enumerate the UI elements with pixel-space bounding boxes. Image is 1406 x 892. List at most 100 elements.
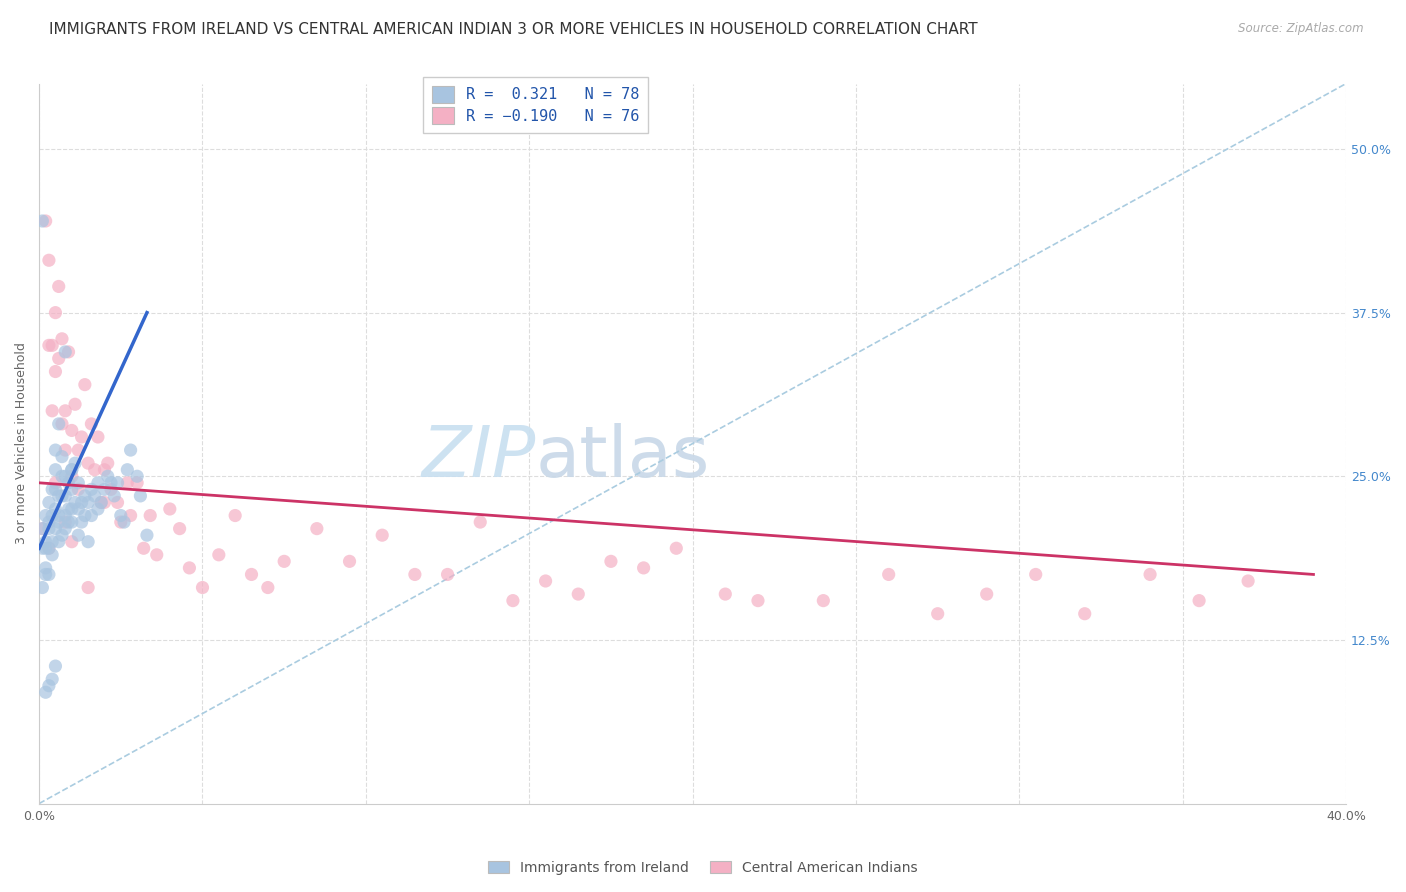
Point (48, 351, 70, 366)
Point (63, 456, 86, 470)
Point (53, 515, 76, 529)
Point (107, 475, 129, 490)
Point (53, 508, 76, 523)
Point (51, 417, 73, 431)
Point (41, 483, 63, 497)
Legend: R =  0.321   N = 78, R = −0.190   N = 76: R = 0.321 N = 78, R = −0.190 N = 76 (423, 77, 648, 133)
Point (34, 685, 56, 699)
Point (224, 508, 246, 523)
Point (34, 214, 56, 228)
Point (41, 672, 63, 686)
Point (73, 377, 96, 392)
Point (169, 522, 191, 536)
Point (567, 587, 589, 601)
Point (60, 463, 83, 477)
Point (73, 489, 96, 503)
Point (31, 214, 53, 228)
Legend: Immigrants from Ireland, Central American Indians: Immigrants from Ireland, Central America… (482, 855, 924, 880)
Point (63, 495, 86, 509)
Point (110, 508, 132, 523)
Point (44, 463, 66, 477)
Point (67, 483, 90, 497)
Point (927, 607, 949, 621)
Point (534, 574, 557, 588)
Point (41, 404, 63, 418)
Point (117, 463, 139, 477)
Point (67, 443, 90, 458)
Point (53, 345, 76, 359)
Point (1074, 607, 1097, 621)
Point (53, 404, 76, 418)
Point (256, 581, 278, 595)
Point (83, 463, 105, 477)
Point (665, 541, 688, 556)
Point (48, 489, 70, 503)
Point (44, 483, 66, 497)
Point (70, 430, 93, 444)
Point (877, 567, 900, 582)
Point (127, 475, 149, 490)
Point (100, 483, 122, 497)
Text: Source: ZipAtlas.com: Source: ZipAtlas.com (1239, 22, 1364, 36)
Text: ZIP: ZIP (422, 424, 536, 492)
Point (51, 528, 73, 542)
Point (31, 541, 53, 556)
Point (97, 469, 120, 483)
Point (633, 561, 655, 575)
Point (51, 469, 73, 483)
Point (1188, 593, 1211, 607)
Text: IMMIGRANTS FROM IRELAND VS CENTRAL AMERICAN INDIAN 3 OR MORE VEHICLES IN HOUSEHO: IMMIGRANTS FROM IRELAND VS CENTRAL AMERI… (49, 22, 977, 37)
Point (53, 489, 76, 503)
Point (714, 587, 737, 601)
Point (31, 522, 53, 536)
Point (470, 515, 492, 529)
Point (60, 463, 83, 477)
Point (51, 489, 73, 503)
Point (48, 279, 70, 293)
Point (41, 548, 63, 562)
Point (208, 548, 231, 562)
Point (240, 567, 263, 582)
Point (44, 522, 66, 536)
Point (139, 508, 162, 523)
Point (120, 508, 142, 523)
Point (436, 567, 458, 582)
Point (38, 338, 60, 352)
Point (58, 502, 80, 516)
Point (747, 593, 769, 607)
Point (38, 541, 60, 556)
Point (41, 508, 63, 523)
Point (34, 534, 56, 549)
Point (273, 554, 295, 568)
Point (129, 489, 152, 503)
Point (103, 489, 125, 503)
Point (93, 483, 115, 497)
Point (117, 475, 139, 490)
Point (67, 528, 90, 542)
Point (44, 502, 66, 516)
Point (404, 567, 426, 582)
Point (132, 541, 155, 556)
Point (51, 332, 73, 346)
Point (38, 515, 60, 529)
Point (38, 679, 60, 693)
Point (77, 495, 100, 509)
Point (80, 483, 103, 497)
Point (136, 528, 159, 542)
Point (80, 508, 103, 523)
Point (44, 475, 66, 490)
Point (48, 534, 70, 549)
Point (38, 253, 60, 268)
Point (600, 554, 623, 568)
Point (1025, 567, 1047, 582)
Point (179, 561, 201, 575)
Point (34, 541, 56, 556)
Point (87, 430, 110, 444)
Point (87, 475, 110, 490)
Point (53, 522, 76, 536)
Point (38, 541, 60, 556)
Point (53, 443, 76, 458)
Point (60, 483, 83, 497)
Point (34, 567, 56, 582)
Point (1139, 567, 1161, 582)
